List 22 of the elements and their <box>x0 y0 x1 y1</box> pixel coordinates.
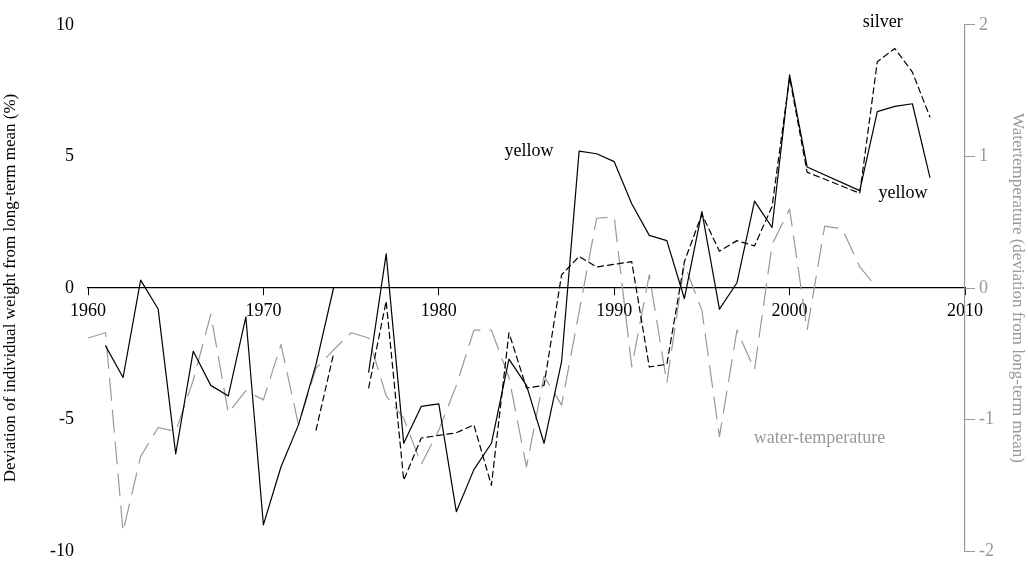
x-tick-label: 2010 <box>947 299 983 320</box>
y2-tick-label: 2 <box>979 13 988 34</box>
x-tick-label: 2000 <box>771 299 808 320</box>
x-tick-label: 1970 <box>245 299 282 320</box>
y-axis-title: Deviation of individual weight from long-term mean (%) <box>0 93 19 483</box>
y-tick-label: 5 <box>65 145 74 166</box>
series-label: silver <box>862 11 903 32</box>
y2-tick-label: -2 <box>979 539 994 560</box>
y-tick-label: -10 <box>50 539 74 560</box>
series-label: yellow <box>504 139 554 160</box>
y2-tick-label: 1 <box>979 145 988 166</box>
y-tick-label: 0 <box>65 276 74 297</box>
x-tick-label: 1960 <box>70 299 106 320</box>
y2-axis-title: Watertemperature (deviation from long-term mean) <box>1009 113 1028 463</box>
y2-tick-label: -1 <box>979 408 994 429</box>
y-tick-label: -5 <box>59 408 74 429</box>
series-label: water-temperature <box>753 427 886 448</box>
x-tick-label: 1990 <box>596 299 633 320</box>
y2-tick-label: 0 <box>979 276 988 297</box>
annotation: yellow <box>878 182 928 203</box>
x-tick-label: 1980 <box>420 299 457 320</box>
y-tick-label: 10 <box>56 13 74 34</box>
